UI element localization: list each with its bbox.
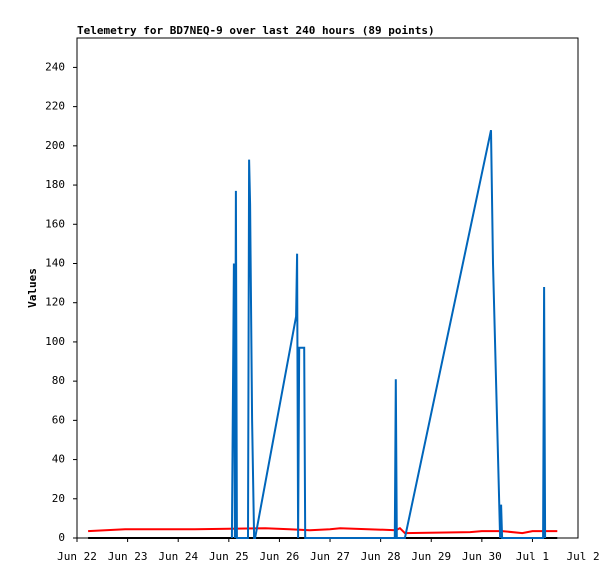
plot-frame	[76, 37, 579, 539]
y-tick-label: 40	[52, 453, 65, 466]
y-tick-label: 220	[45, 100, 65, 113]
y-tick-label: 140	[45, 256, 65, 269]
data-line	[88, 526, 558, 535]
x-tick-label: Jul 1	[516, 550, 549, 563]
x-tick-label: Jun 24	[158, 550, 198, 563]
x-tick-label: Jun 27	[310, 550, 350, 563]
y-tick-label: 240	[45, 60, 65, 73]
x-tick-label: Jun 26	[260, 550, 300, 563]
x-tick-label: Jun 23	[108, 550, 148, 563]
y-tick-label: 100	[45, 335, 65, 348]
y-tick-label: 160	[45, 217, 65, 230]
y-tick-label: 0	[58, 531, 65, 544]
y-tick-label: 20	[52, 492, 65, 505]
x-tick-label: Jul 2	[566, 550, 599, 563]
x-tick-label: Jun 28	[361, 550, 401, 563]
data-line	[230, 129, 547, 539]
x-tick-label: Jun 29	[411, 550, 451, 563]
y-tick-label: 60	[52, 413, 65, 426]
y-tick-label: 80	[52, 374, 65, 387]
y-tick-label: 120	[45, 296, 65, 309]
y-tick-label: 180	[45, 178, 65, 191]
chart-title: Telemetry for BD7NEQ-9 over last 240 hou…	[77, 24, 435, 37]
y-axis-label: Values	[26, 268, 39, 308]
x-tick-label: Jun 30	[462, 550, 502, 563]
x-tick-label: Jun 25	[209, 550, 249, 563]
x-tick-label: Jun 22	[57, 550, 97, 563]
y-tick-label: 200	[45, 139, 65, 152]
